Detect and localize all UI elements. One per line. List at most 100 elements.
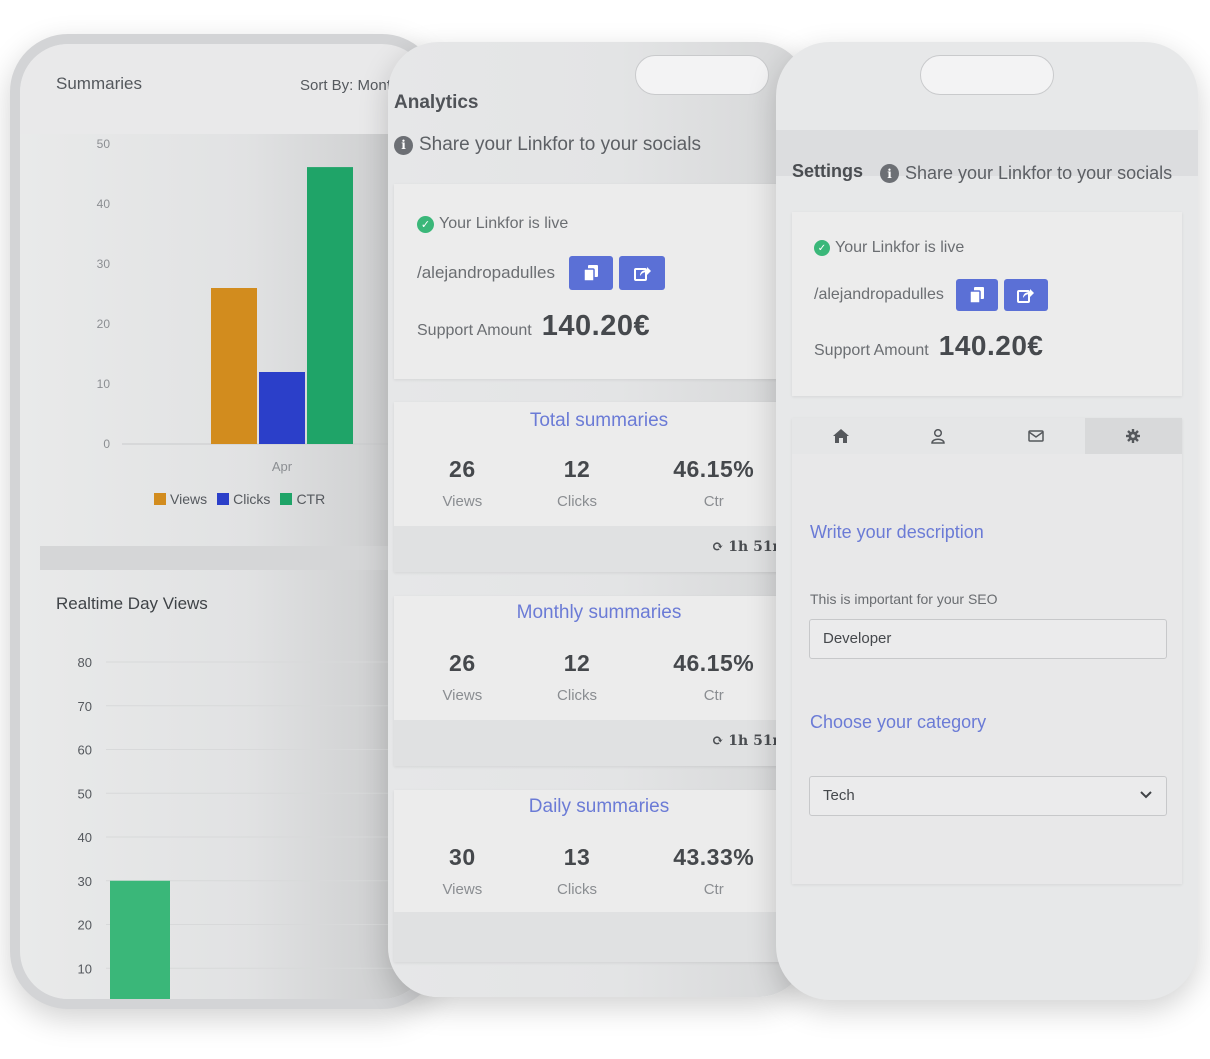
y-tick-label: 10 — [97, 377, 111, 391]
legend-ctr[interactable]: CTR — [280, 491, 325, 507]
live-status: ✓ Your Linkfor is live — [417, 215, 568, 233]
monthly-summaries-title: Monthly summaries — [516, 602, 682, 623]
copy-link-button[interactable] — [955, 279, 998, 311]
y-tick-label: 30 — [97, 257, 111, 271]
realtime-title: Realtime Day Views — [56, 594, 208, 613]
description-heading: Write your description — [810, 522, 984, 542]
gear-icon — [1126, 429, 1141, 443]
legend-ctr-swatch — [280, 493, 293, 505]
monthly-summaries-card: Monthly summaries 26 Views 12 Clicks 46.15… — [394, 596, 804, 766]
check-circle-icon: ✓ — [814, 240, 830, 256]
support-label: Support Amount — [417, 322, 532, 339]
share-icon — [633, 266, 651, 281]
legend-clicks-swatch — [217, 493, 230, 505]
daily-summaries-title: Daily summaries — [528, 796, 670, 817]
user-icon — [931, 428, 946, 444]
legend-views[interactable]: Views — [154, 491, 207, 507]
daily-views: 30 Views — [442, 844, 483, 898]
support-amount: 140.20€ — [541, 310, 651, 342]
share-line: i Share your Linkfor to your socials — [880, 163, 1172, 184]
share-line: i Share your Linkfor to your socials — [394, 134, 701, 156]
monthly-views: 26 Views — [442, 650, 483, 704]
home-icon — [832, 429, 849, 443]
chart-legend: Views Clicks CTR — [154, 491, 325, 507]
daily-metrics: 30 Views 13 Clicks 43.33% Ctr — [394, 844, 804, 898]
y-tick-label: 20 — [97, 317, 111, 331]
total-metrics: 26 Views 12 Clicks 46.15% Ctr — [394, 456, 804, 510]
bar-day-views[interactable] — [110, 880, 170, 999]
phone-summaries-screen: Summaries Sort By: Month 50 40 30 20 10 0 Apr … — [20, 44, 430, 999]
check-circle-icon: ✓ — [417, 215, 434, 233]
live-text: Your Linkfor is live — [835, 239, 965, 256]
section-divider — [40, 546, 430, 570]
category-select[interactable]: Tech — [809, 776, 1167, 816]
daily-footer: ! Li — [394, 912, 804, 962]
bar-views[interactable] — [211, 288, 257, 444]
share-link-button[interactable] — [619, 256, 665, 290]
seo-hint: This is important for your SEO — [810, 591, 998, 607]
total-views: 26 Views — [442, 456, 483, 510]
y-tick-label: 70 — [78, 699, 92, 714]
tab-profile[interactable] — [890, 418, 988, 454]
x-tick-label: Apr — [272, 459, 293, 474]
support-amount-row: Support Amount 140.20€ — [417, 310, 650, 343]
y-tick-label: 50 — [97, 137, 111, 151]
support-amount-row: Support Amount 140.20€ — [814, 330, 1043, 362]
copy-icon — [969, 287, 984, 303]
total-clicks: 12 Clicks — [557, 456, 598, 510]
link-row: /alejandropadulles — [814, 279, 1048, 311]
sort-by-select[interactable]: Sort By: Month — [300, 77, 400, 94]
monthly-footer: ⟳ 1h 51m 3 — [394, 720, 804, 766]
settings-title: Settings — [792, 161, 864, 181]
copy-link-button[interactable] — [569, 256, 613, 290]
category-heading: Choose your category — [810, 712, 987, 732]
tab-home[interactable] — [792, 418, 890, 454]
envelope-icon — [1028, 430, 1044, 442]
daily-clicks: 13 Clicks — [557, 844, 598, 898]
info-icon: i — [880, 164, 899, 183]
live-card: ✓ Your Linkfor is live /alejandropadulle… — [792, 212, 1182, 396]
share-icon — [1017, 288, 1035, 303]
y-tick-label: 10 — [78, 961, 92, 976]
support-label: Support Amount — [814, 342, 929, 359]
refresh-icon[interactable]: ⟳ — [711, 733, 729, 749]
info-icon: i — [394, 135, 413, 155]
y-tick-label: 80 — [78, 655, 92, 670]
y-tick-label: 20 — [78, 918, 92, 933]
monthly-clicks: 12 Clicks — [557, 650, 598, 704]
share-link-button[interactable] — [1003, 279, 1048, 311]
share-text: Share your Linkfor to your socials — [419, 134, 701, 155]
y-tick-label: 60 — [78, 743, 92, 758]
share-text: Share your Linkfor to your socials — [905, 163, 1173, 183]
linkfor-url[interactable]: /alejandropadulles — [814, 286, 944, 303]
summaries-bar-chart: 50 40 30 20 10 0 Apr — [97, 137, 416, 474]
refresh-icon[interactable]: ⟳ — [711, 539, 729, 555]
y-tick-label: 40 — [97, 197, 111, 211]
monthly-metrics: 26 Views 12 Clicks 46.15% Ctr — [394, 650, 804, 704]
settings-header-band — [776, 130, 1198, 176]
tab-messages[interactable] — [987, 418, 1085, 454]
daily-ctr: 43.33% Ctr — [673, 844, 755, 898]
phone-analytics: Analytics i Share your Linkfor to your s… — [388, 42, 808, 997]
chevron-down-icon — [1140, 791, 1152, 799]
analytics-title: Analytics — [394, 92, 479, 113]
copy-icon — [584, 265, 598, 281]
y-tick-label: 50 — [78, 786, 92, 801]
phone-summaries: Summaries Sort By: Month 50 40 30 20 10 0 Apr … — [10, 34, 440, 1009]
support-amount: 140.20€ — [938, 330, 1044, 361]
total-summaries-card: Total summaries 26 Views 12 Clicks 46.15% C… — [394, 402, 804, 572]
total-footer: ⟳ 1h 51m 3 — [394, 526, 804, 572]
linkfor-url[interactable]: /alejandropadulles — [417, 263, 555, 282]
total-summaries-title: Total summaries — [529, 410, 669, 431]
legend-clicks[interactable]: Clicks — [217, 491, 270, 507]
bar-ctr[interactable] — [307, 167, 353, 444]
y-tick-label: 40 — [78, 830, 92, 845]
tab-settings[interactable] — [1084, 418, 1182, 454]
bar-clicks[interactable] — [259, 372, 305, 444]
summaries-header — [20, 44, 430, 134]
live-card: ✓ Your Linkfor is live /alejandropadulle… — [394, 184, 804, 379]
phone-notch — [920, 55, 1054, 95]
description-input[interactable]: Developer — [809, 619, 1167, 659]
